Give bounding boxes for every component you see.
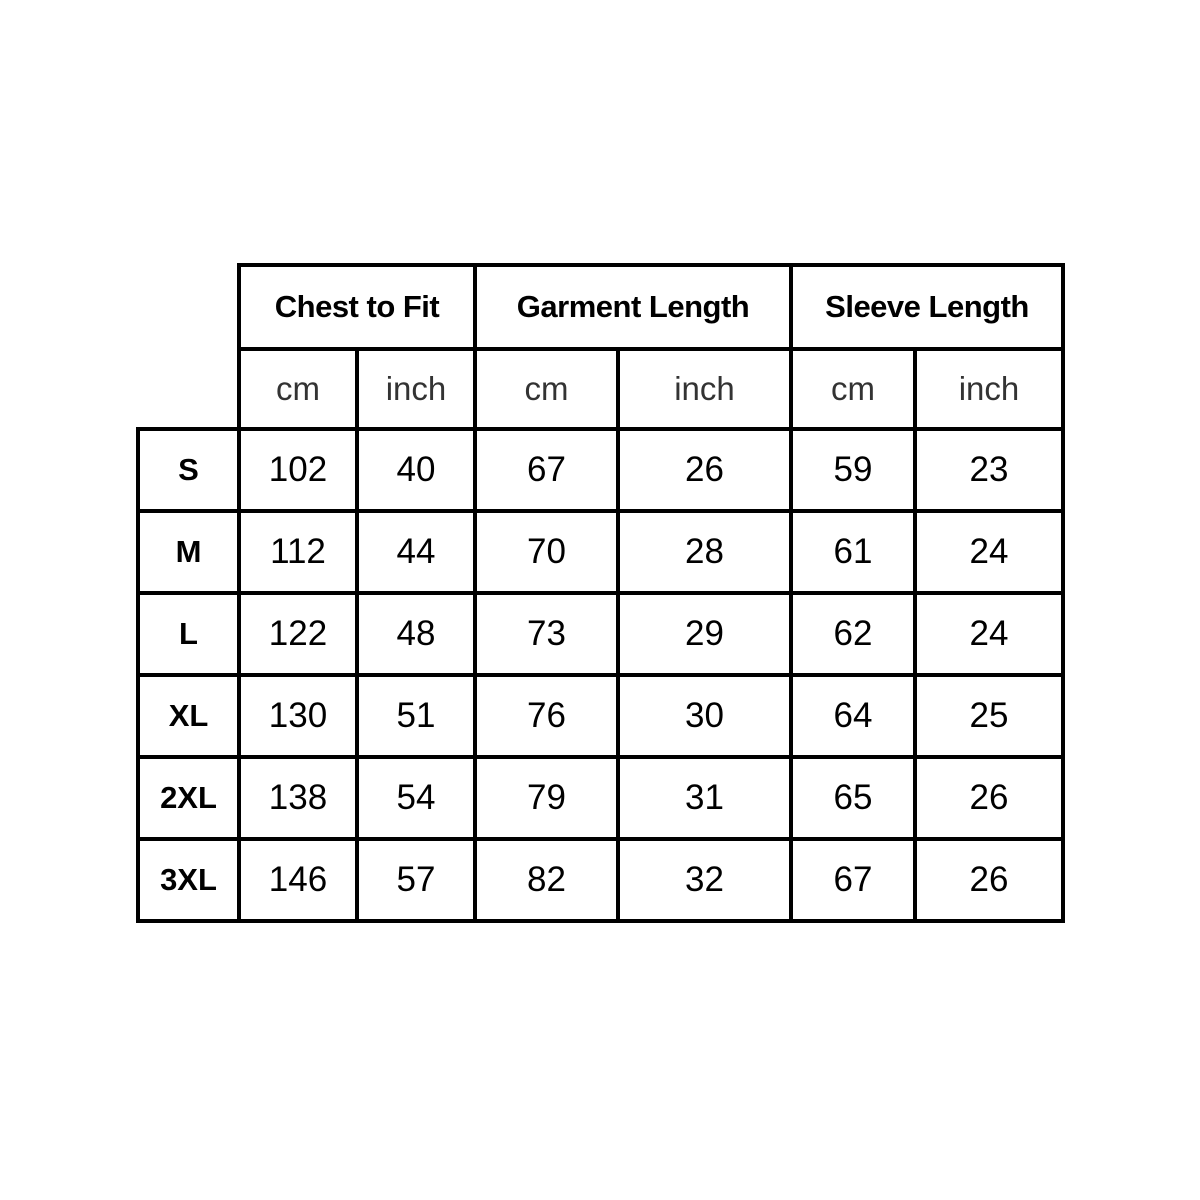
column-group-garment-length: Garment Length (473, 263, 793, 351)
unit-header-chest-inch: inch (355, 347, 477, 431)
cell-m-chest-inch: 44 (355, 509, 477, 595)
table-row-3xl: 3XL 146 57 82 32 67 26 (136, 837, 1065, 923)
size-chart-table: Chest to Fit Garment Length Sleeve Lengt… (136, 263, 1065, 923)
cell-m-chest-cm: 112 (237, 509, 359, 595)
spacer-cell (138, 265, 239, 349)
unit-header-garment-cm: cm (473, 347, 620, 431)
cell-xl-chest-cm: 130 (237, 673, 359, 759)
cell-3xl-garment-inch: 32 (616, 837, 793, 923)
cell-xl-garment-inch: 30 (616, 673, 793, 759)
unit-header-garment-inch: inch (616, 347, 793, 431)
row-header-m: M (136, 509, 241, 595)
table-row-xl: XL 130 51 76 30 64 25 (136, 673, 1065, 759)
table-row-2xl: 2XL 138 54 79 31 65 26 (136, 755, 1065, 841)
cell-2xl-garment-cm: 79 (473, 755, 620, 841)
row-header-xl: XL (136, 673, 241, 759)
cell-s-sleeve-inch: 23 (913, 427, 1065, 513)
table-row-m: M 112 44 70 28 61 24 (136, 509, 1065, 595)
cell-2xl-sleeve-cm: 65 (789, 755, 917, 841)
cell-s-garment-cm: 67 (473, 427, 620, 513)
cell-2xl-chest-cm: 138 (237, 755, 359, 841)
cell-2xl-chest-inch: 54 (355, 755, 477, 841)
cell-l-sleeve-inch: 24 (913, 591, 1065, 677)
unit-header-chest-cm: cm (237, 347, 359, 431)
cell-l-chest-cm: 122 (237, 591, 359, 677)
cell-xl-chest-inch: 51 (355, 673, 477, 759)
column-group-chest-to-fit: Chest to Fit (237, 263, 477, 351)
cell-m-sleeve-inch: 24 (913, 509, 1065, 595)
cell-3xl-sleeve-cm: 67 (789, 837, 917, 923)
cell-l-chest-inch: 48 (355, 591, 477, 677)
cell-3xl-chest-cm: 146 (237, 837, 359, 923)
cell-xl-sleeve-inch: 25 (913, 673, 1065, 759)
cell-3xl-sleeve-inch: 26 (913, 837, 1065, 923)
cell-3xl-garment-cm: 82 (473, 837, 620, 923)
row-header-s: S (136, 427, 241, 513)
column-group-sleeve-length: Sleeve Length (789, 263, 1065, 351)
cell-s-garment-inch: 26 (616, 427, 793, 513)
row-header-2xl: 2XL (136, 755, 241, 841)
cell-3xl-chest-inch: 57 (355, 837, 477, 923)
cell-m-garment-inch: 28 (616, 509, 793, 595)
cell-xl-sleeve-cm: 64 (789, 673, 917, 759)
column-group-header-row: Chest to Fit Garment Length Sleeve Lengt… (138, 263, 1065, 351)
cell-l-garment-cm: 73 (473, 591, 620, 677)
cell-2xl-sleeve-inch: 26 (913, 755, 1065, 841)
unit-header-row: cm inch cm inch cm inch (138, 347, 1065, 431)
cell-s-chest-inch: 40 (355, 427, 477, 513)
row-header-l: L (136, 591, 241, 677)
spacer-cell (138, 349, 239, 429)
unit-header-sleeve-cm: cm (789, 347, 917, 431)
table-row-l: L 122 48 73 29 62 24 (136, 591, 1065, 677)
cell-l-garment-inch: 29 (616, 591, 793, 677)
row-header-3xl: 3XL (136, 837, 241, 923)
table-row-s: S 102 40 67 26 59 23 (136, 427, 1065, 513)
cell-m-sleeve-cm: 61 (789, 509, 917, 595)
cell-2xl-garment-inch: 31 (616, 755, 793, 841)
unit-header-sleeve-inch: inch (913, 347, 1065, 431)
cell-s-sleeve-cm: 59 (789, 427, 917, 513)
cell-s-chest-cm: 102 (237, 427, 359, 513)
cell-xl-garment-cm: 76 (473, 673, 620, 759)
cell-l-sleeve-cm: 62 (789, 591, 917, 677)
cell-m-garment-cm: 70 (473, 509, 620, 595)
